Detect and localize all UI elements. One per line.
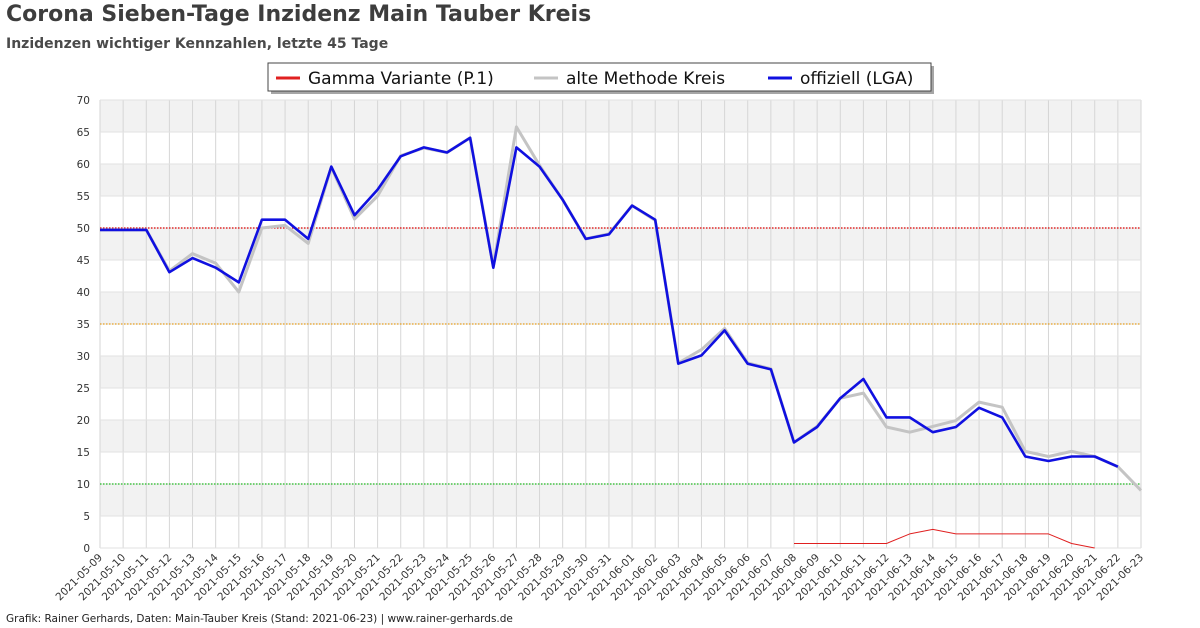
y-tick-label: 40 [77, 287, 90, 299]
legend-box [267, 62, 932, 92]
y-tick-label: 10 [77, 479, 90, 491]
chart-subtitle: Inzidenzen wichtiger Kennzahlen, letzte … [6, 36, 389, 52]
y-tick-label: 45 [77, 255, 90, 267]
legend: Gamma Variante (P.1) alte Methode Kreis of… [267, 62, 934, 94]
y-tick-label: 30 [77, 351, 90, 363]
series-line-3 [100, 136, 1119, 468]
series-lines [100, 125, 1143, 549]
series-line-1 [794, 528, 1095, 549]
plot-background [100, 100, 1141, 548]
y-tick-label: 20 [77, 415, 90, 427]
plot-band [100, 132, 1141, 164]
y-tick-label: 15 [77, 447, 90, 459]
credits: Grafik: Rainer Gerhards, Daten: Main-Tau… [6, 613, 513, 625]
plot-band [100, 356, 1141, 388]
x-axis: 2021-05-092021-05-102021-05-112021-05-12… [53, 551, 1146, 603]
plot-band [100, 388, 1141, 420]
y-tick-label: 35 [77, 319, 90, 331]
y-tick-label: 50 [77, 223, 90, 235]
legend-entry-label: alte Methode Kreis [566, 69, 725, 89]
y-tick-label: 5 [83, 511, 90, 523]
plot-band [100, 484, 1141, 516]
y-axis: 0 5 10 15 20 25 30 35 40 45 50 55 60 65 70 [77, 95, 90, 555]
y-tick-label: 70 [77, 95, 90, 107]
plot-band [100, 452, 1141, 484]
y-tick-label: 55 [77, 191, 90, 203]
plot-band [100, 324, 1141, 356]
y-tick-label: 0 [83, 543, 90, 555]
plot-band [100, 420, 1141, 452]
plot-band [100, 228, 1141, 260]
plot-band [100, 164, 1141, 196]
plot-band [100, 516, 1141, 548]
reference-lines [100, 227, 1141, 485]
plot-band [100, 260, 1141, 292]
y-tick-label: 65 [77, 127, 90, 139]
legend-entry-label: offiziell (LGA) [800, 69, 913, 89]
plot-band [100, 292, 1141, 324]
y-tick-label: 25 [77, 383, 90, 395]
chart-title: Corona Sieben-Tage Inzidenz Main Tauber … [6, 2, 592, 27]
plot-band [100, 100, 1141, 132]
y-tick-label: 60 [77, 159, 90, 171]
plot-band [100, 196, 1141, 228]
legend-entry-label: Gamma Variante (P.1) [308, 69, 494, 89]
